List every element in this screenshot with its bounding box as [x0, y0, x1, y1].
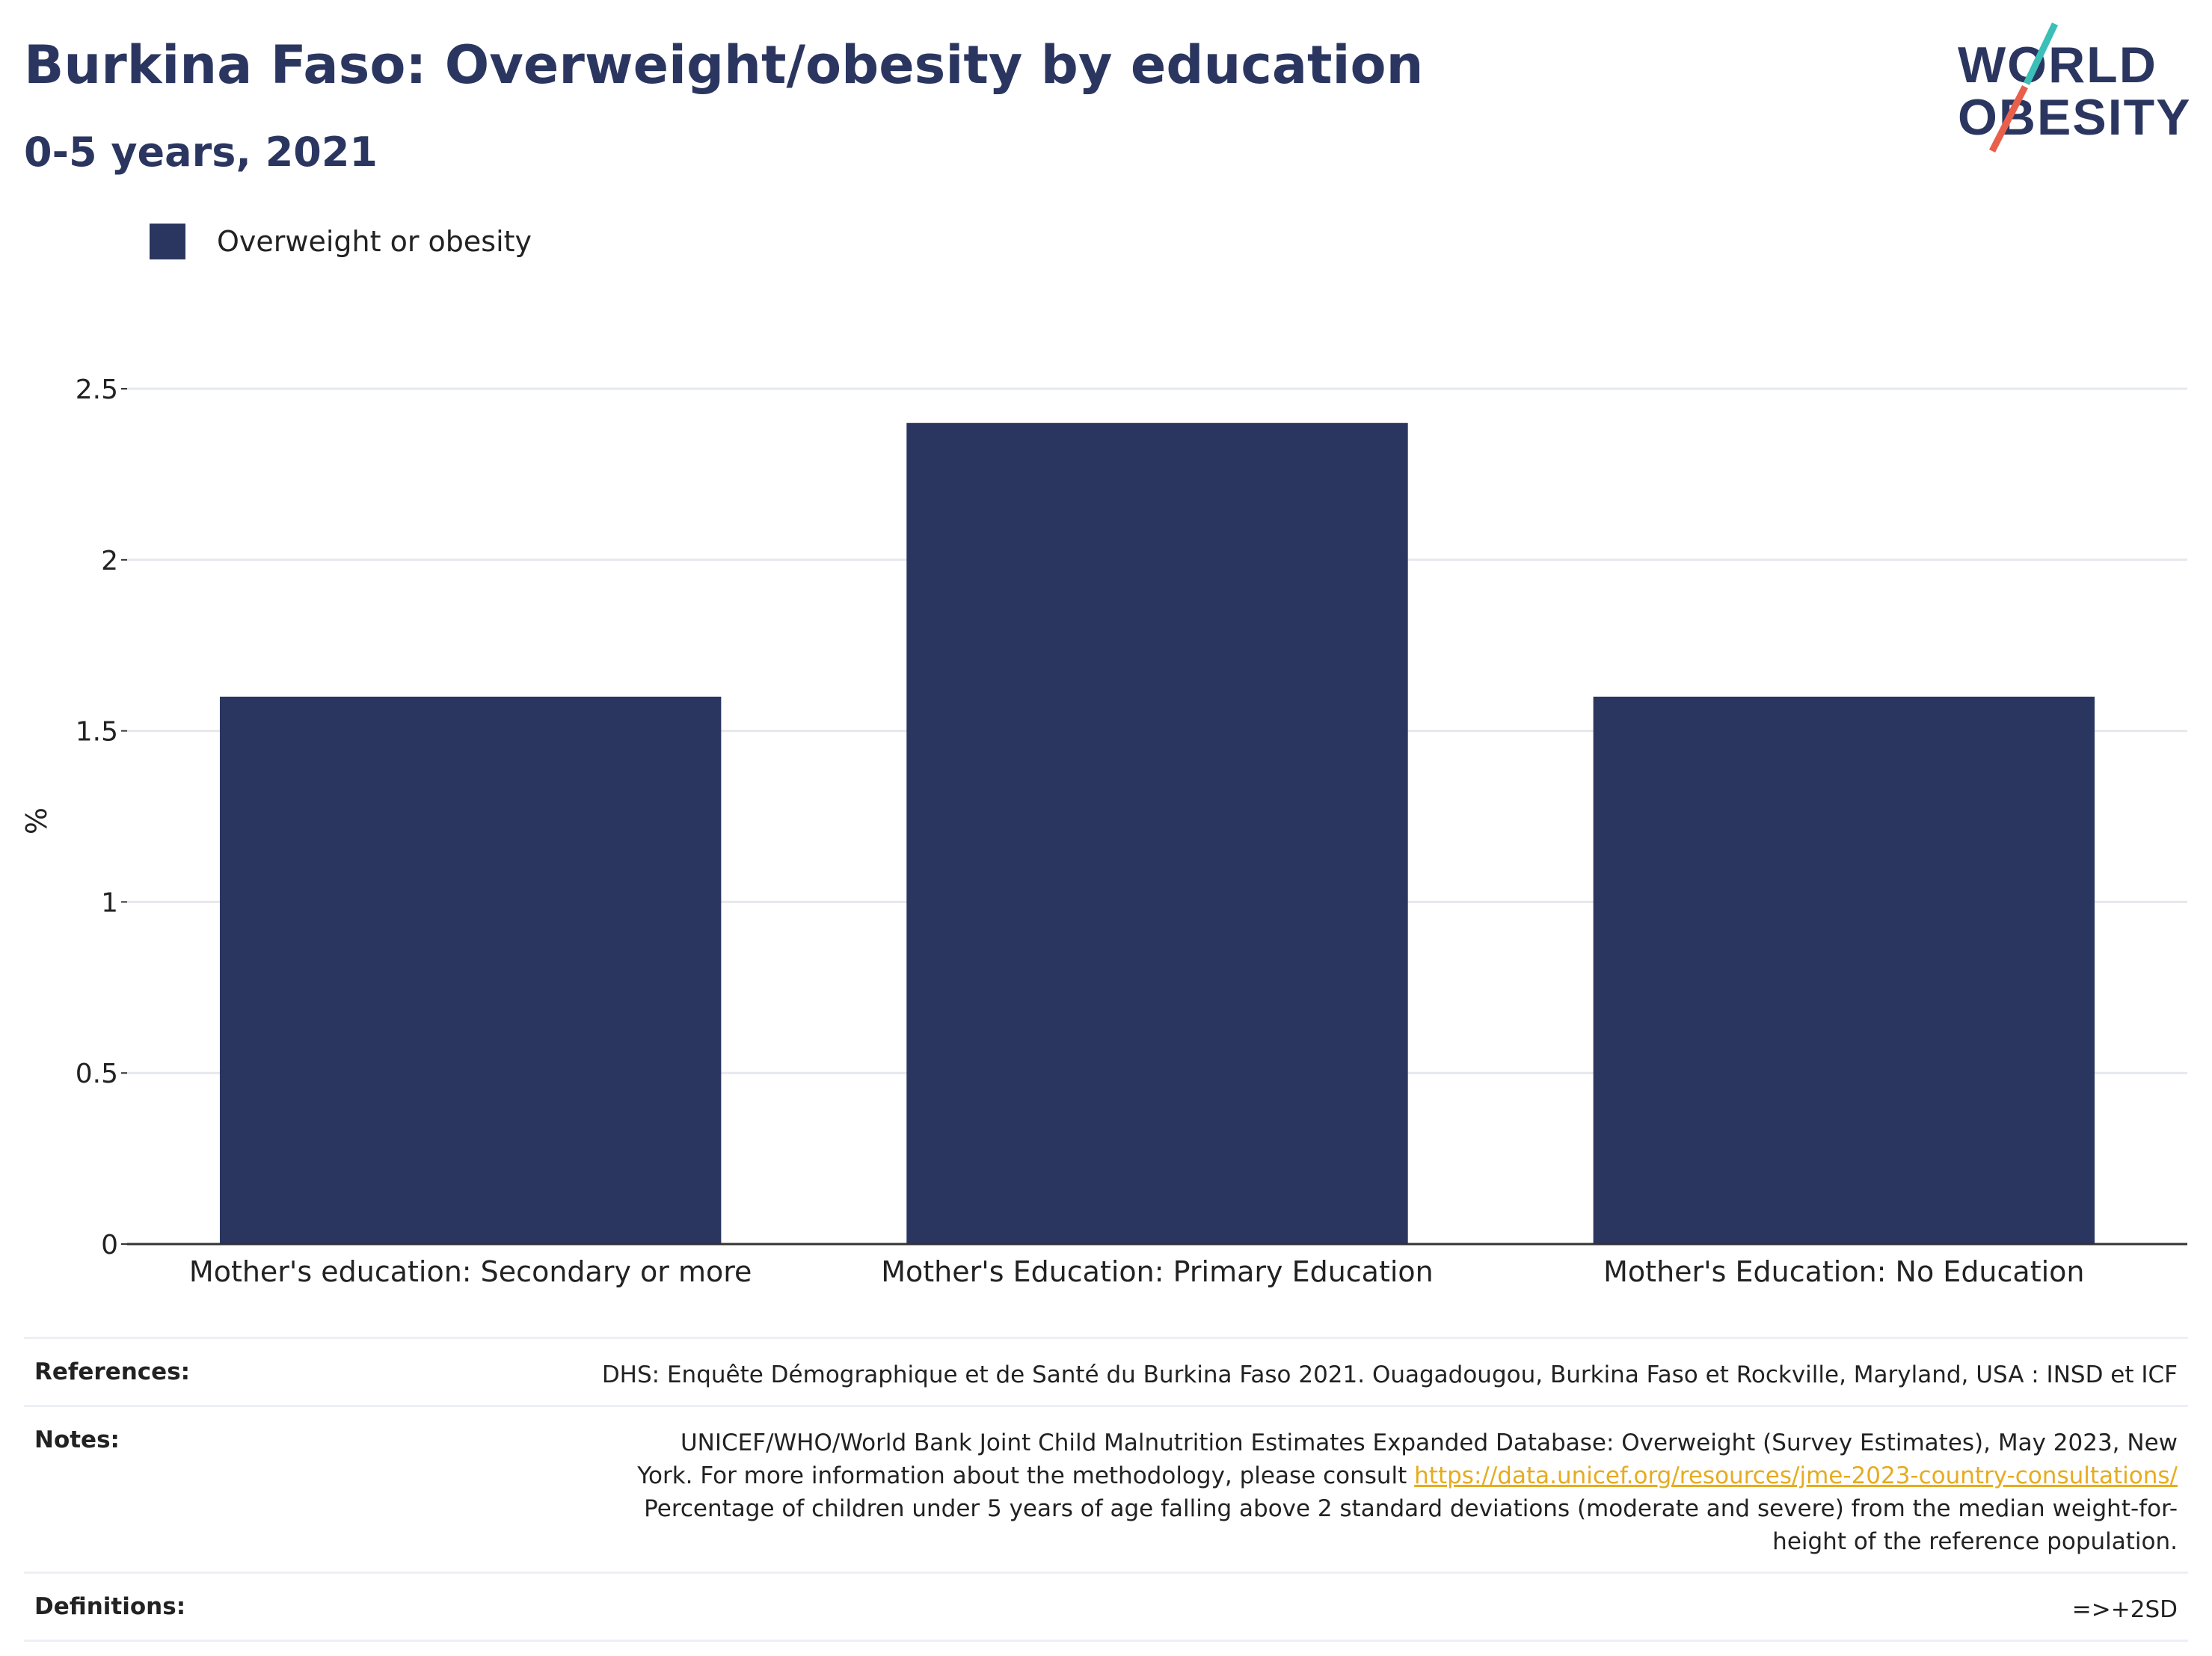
- definitions-row: Definitions: =>+2SD: [24, 1572, 2188, 1642]
- notes-text: UNICEF/WHO/World Bank Joint Child Malnut…: [532, 1426, 2188, 1558]
- x-tick-label: Mother's Education: Primary Education: [881, 1255, 1434, 1288]
- world-obesity-logo: WORLD OBESITY: [1958, 22, 2192, 153]
- bar: [1593, 696, 2095, 1244]
- logo-text-obesity: OBESITY: [1958, 89, 2192, 146]
- bar: [906, 422, 1408, 1244]
- notes-line-2-text: York. For more information about the met…: [637, 1462, 1415, 1489]
- axes: 0 0.5 1 1.5 2 2.5% Mother's education: Seconda…: [20, 375, 2187, 1288]
- y-tick-label: 0.5: [76, 1059, 118, 1089]
- references-label: References:: [34, 1358, 191, 1385]
- logo-accent-red: [1988, 84, 2029, 153]
- y-tick-label: 1.5: [76, 717, 118, 748]
- notes-line-1: UNICEF/WHO/World Bank Joint Child Malnut…: [680, 1429, 2178, 1456]
- definitions-label: Definitions:: [34, 1593, 186, 1620]
- bar-chart: 0 0.5 1 1.5 2 2.5% Mother's education: Seconda…: [20, 375, 2187, 1288]
- chart-title: Burkina Faso: Overweight/obesity by educ…: [24, 34, 1424, 96]
- notes-label: Notes:: [34, 1426, 120, 1453]
- logo-accent-teal: [2023, 22, 2059, 85]
- y-tick-label: 0: [101, 1230, 118, 1261]
- x-tick-label: Mother's education: Secondary or more: [189, 1255, 752, 1288]
- y-tick-label: 1: [101, 887, 118, 918]
- references-table: References: DHS: Enquête Démographique e…: [24, 1337, 2188, 1642]
- y-tick-label: 2.5: [76, 375, 118, 405]
- references-text: DHS: Enquête Démographique et de Santé d…: [601, 1361, 2178, 1388]
- references-row: References: DHS: Enquête Démographique e…: [24, 1337, 2188, 1405]
- notes-link[interactable]: https://data.unicef.org/resources/jme-20…: [1414, 1462, 2178, 1489]
- x-tick-label: Mother's Education: No Education: [1603, 1255, 2084, 1288]
- legend: Overweight or obesity: [150, 223, 532, 260]
- chart-subtitle: 0-5 years, 2021: [24, 129, 378, 176]
- notes-row: Notes: UNICEF/WHO/World Bank Joint Child…: [24, 1405, 2188, 1572]
- definitions-text: =>+2SD: [2071, 1596, 2178, 1623]
- notes-line-2: York. For more information about the met…: [532, 1459, 2178, 1492]
- y-axis-label: %: [20, 807, 53, 834]
- notes-line-4: height of the reference population.: [1772, 1528, 2178, 1555]
- legend-swatch: [150, 224, 185, 259]
- logo-text-world: WORLD: [1958, 37, 2157, 93]
- legend-label: Overweight or obesity: [217, 225, 532, 258]
- bars: [219, 422, 2095, 1244]
- notes-line-3: Percentage of children under 5 years of …: [644, 1495, 2178, 1522]
- bar: [219, 696, 722, 1244]
- y-tick-label: 2: [101, 546, 118, 576]
